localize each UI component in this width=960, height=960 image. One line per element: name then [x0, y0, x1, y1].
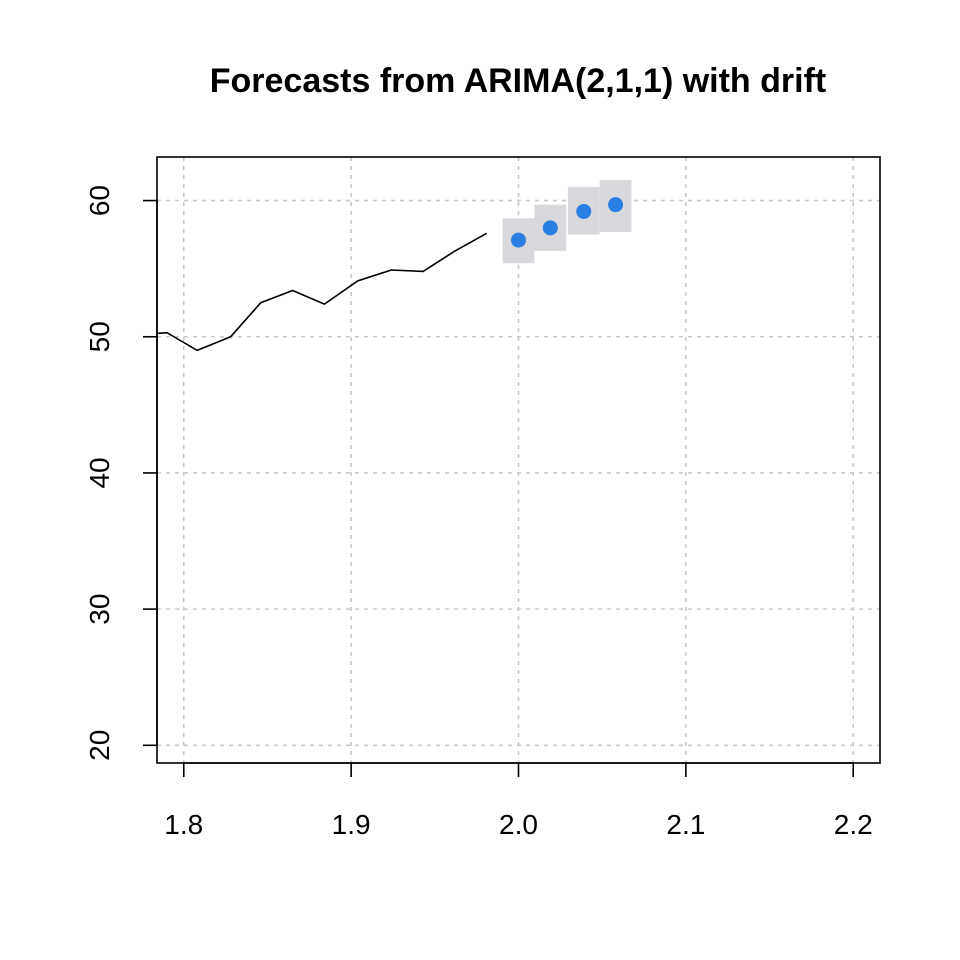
y-tick-label-3: 50	[84, 321, 115, 352]
x-tick-label-1: 1.9	[332, 809, 371, 840]
history-series	[157, 232, 488, 352]
chart-title: Forecasts from ARIMA(2,1,1) with drift	[210, 62, 826, 100]
grid	[157, 157, 880, 763]
x-tick-label-2: 2.0	[499, 809, 538, 840]
x-tick-label-4: 2.2	[834, 809, 873, 840]
x-axis: 1.8 1.9 2.0 2.1 2.2	[164, 762, 873, 840]
forecast-point-1	[542, 220, 558, 236]
forecast-points	[511, 197, 624, 248]
y-tick-label-0: 20	[84, 730, 115, 761]
forecast-95-interval-bands	[502, 180, 632, 264]
y-tick-label-2: 40	[84, 457, 115, 488]
history-line	[157, 232, 488, 352]
forecast-point-2	[576, 203, 592, 219]
y-tick-label-4: 60	[84, 185, 115, 216]
y-tick-label-1: 30	[84, 594, 115, 625]
forecast-point-0	[511, 232, 526, 248]
forecast-point-3	[608, 197, 624, 213]
x-tick-label-3: 2.1	[666, 809, 705, 840]
y-axis: 20 30 40 50 60	[84, 185, 158, 761]
x-tick-label-0: 1.8	[164, 809, 203, 840]
